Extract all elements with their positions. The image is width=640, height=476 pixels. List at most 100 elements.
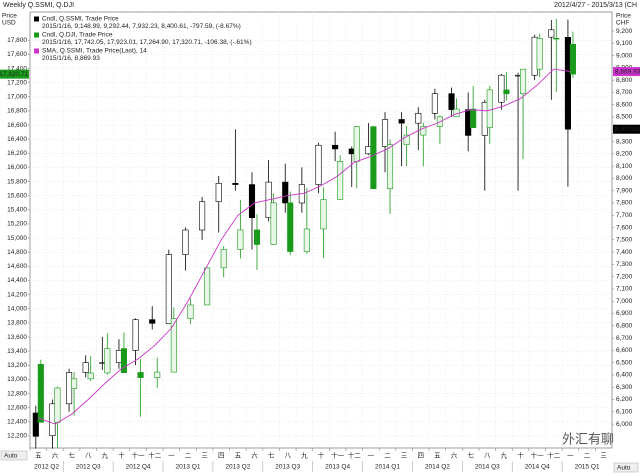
- candle-body: [149, 319, 156, 324]
- y2-tick-label: 8,300: [616, 138, 633, 145]
- candle-body: [199, 201, 206, 231]
- x-tick-label: 二: [584, 453, 591, 460]
- x-tick-label: 十二: [148, 451, 162, 460]
- candle-body: [348, 148, 355, 155]
- y2-tick-label: 8,600: [616, 101, 633, 108]
- x-tick-label: 六: [52, 451, 59, 460]
- y2-tick-label: 6,800: [616, 323, 633, 330]
- candle-body: [87, 372, 94, 380]
- quarter-label: 2014 Q3: [475, 464, 500, 471]
- auto-button[interactable]: [0, 450, 28, 461]
- y-tick-label: 14,600: [7, 263, 27, 270]
- candle-body: [503, 89, 510, 95]
- candle-body: [232, 183, 239, 185]
- candle-body: [115, 350, 123, 363]
- y2-tick-label: 6,700: [616, 335, 633, 342]
- date-range: 2012/4/27 - 2015/3/13 (CH: [554, 2, 637, 9]
- candle-body: [282, 181, 289, 204]
- y-tick-label: 15,000: [7, 235, 27, 242]
- candle-body: [420, 126, 427, 136]
- x-tick-label: 十: [318, 451, 325, 460]
- x-tick-label: 十一: [132, 451, 146, 460]
- legend-name: Cndl, Q.SSMI, Trade Price: [42, 16, 119, 23]
- legend-detail: 2015/1/16, 8,869.93: [42, 55, 100, 62]
- last-value-label: 17,320.71: [0, 71, 28, 78]
- auto-label[interactable]: Auto: [4, 453, 18, 460]
- x-tick-label: 十二: [547, 451, 561, 460]
- y2-tick-label: 6,100: [616, 408, 633, 415]
- x-tick-label: 七: [268, 451, 275, 460]
- quarter-label: 2013 Q4: [325, 464, 350, 471]
- candle-body: [486, 89, 493, 128]
- y2-tick-label: 7,800: [616, 200, 633, 207]
- y-tick-label: 12,800: [7, 390, 27, 397]
- candle-body: [569, 44, 576, 75]
- quarter-label: 2014 Q2: [425, 464, 450, 471]
- y2-tick-label: 8,700: [616, 89, 633, 96]
- candle-body: [120, 348, 128, 373]
- candle-body: [553, 37, 560, 40]
- candle-body: [287, 202, 294, 252]
- candle-body: [37, 364, 44, 423]
- y-tick-label: 13,200: [7, 362, 27, 369]
- y-tick-label: 17,200: [7, 79, 27, 86]
- legend-detail: 2015/1/16, 9,148.99, 9,292.44, 7,932.23,…: [42, 23, 241, 30]
- quarter-label: 2012 Q4: [126, 464, 151, 471]
- y-tick-label: 15,200: [7, 221, 27, 228]
- y2-tick-label: 6,900: [616, 310, 633, 317]
- y2-tick-label: 8,500: [616, 114, 633, 121]
- candle-body: [415, 113, 422, 124]
- candle-body: [182, 229, 189, 255]
- legend-name: Cndl, Q.DJI, Trade Price: [42, 32, 113, 39]
- legend-swatch: [34, 16, 39, 22]
- y2-tick-label: 7,300: [616, 261, 633, 268]
- y-tick-label: 16,800: [7, 108, 27, 115]
- candle-body: [470, 108, 477, 128]
- y-tick-label: 14,200: [7, 291, 27, 298]
- x-tick-label: 八: [85, 453, 92, 460]
- quarter-label: 2015 Q1: [575, 464, 600, 471]
- candle-body: [71, 378, 78, 389]
- auto-button[interactable]: [613, 462, 639, 473]
- candle-body: [137, 372, 144, 378]
- quarter-label: 2013 Q1: [176, 464, 201, 471]
- y-tick-label: 14,800: [7, 249, 27, 256]
- candle-body: [32, 412, 39, 437]
- candle-body: [481, 101, 488, 136]
- y2-tick-label: 6,300: [616, 384, 633, 391]
- x-tick-label: 九: [301, 451, 308, 460]
- x-tick-label: 五: [35, 452, 42, 460]
- x-tick-label: 十二: [348, 451, 362, 460]
- candle-body: [403, 134, 410, 146]
- candle-body: [448, 93, 455, 110]
- y-tick-label: 15,600: [7, 192, 27, 199]
- y2-tick-label: 6,000: [616, 421, 633, 428]
- candle-body: [465, 109, 472, 136]
- candle-body: [531, 36, 538, 76]
- y-tick-label: 12,600: [7, 404, 27, 411]
- y-tick-label: 14,000: [7, 306, 27, 313]
- candle-body: [237, 229, 244, 250]
- auto-label[interactable]: Auto: [617, 465, 631, 472]
- legend-swatch: [34, 32, 39, 38]
- candle-body: [154, 371, 161, 378]
- x-tick-label: 六: [251, 451, 258, 460]
- y2-tick-label: 7,600: [616, 224, 633, 231]
- candle-body: [99, 362, 106, 364]
- y-tick-label: 16,600: [7, 122, 27, 129]
- candle-body: [548, 29, 555, 38]
- x-tick-label: 九: [501, 451, 508, 460]
- candle-body: [215, 183, 222, 203]
- y-tick-label: 16,200: [7, 150, 27, 157]
- quarter-label: 2012 Q3: [76, 464, 101, 471]
- quarter-label: 2013 Q3: [275, 464, 300, 471]
- candle-body: [49, 403, 56, 437]
- y-tick-label: 12,200: [7, 433, 27, 440]
- y-tick-label: 17,000: [7, 94, 27, 101]
- y2-tick-label: 7,700: [616, 212, 633, 219]
- chart-title: Weekly Q.SSMI, Q.DJI: [3, 2, 74, 9]
- y2-tick-label: 7,400: [616, 249, 633, 256]
- candle-body: [303, 228, 310, 252]
- x-tick-label: 四: [218, 452, 225, 460]
- candle-body: [320, 199, 327, 230]
